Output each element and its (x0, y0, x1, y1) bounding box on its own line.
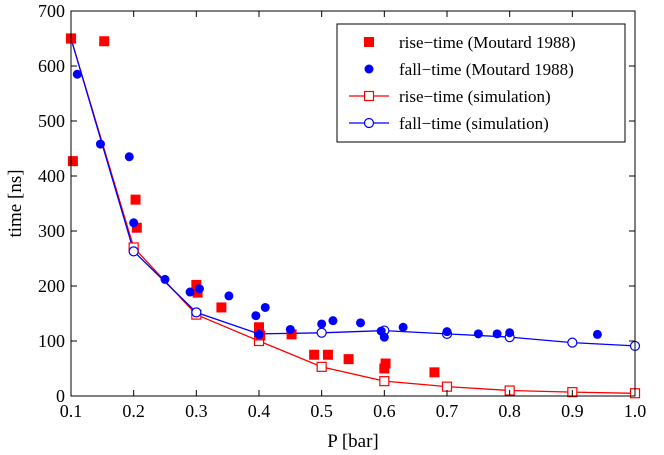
data-point (492, 329, 502, 339)
data-point (380, 358, 391, 369)
data-point (343, 354, 354, 365)
data-point (72, 69, 82, 79)
y-tick-label: 600 (38, 56, 65, 76)
x-tick-label: 0.8 (498, 401, 521, 421)
x-tick-label: 0.1 (60, 401, 83, 421)
data-point (442, 327, 452, 337)
axes: 0.1 0.2 0.3 0.4 0.5 0.6 0.7 0.8 0.9 1.0 0 100 200 300… (38, 1, 646, 421)
x-tick-label: 0.9 (561, 401, 584, 421)
data-point (567, 337, 578, 348)
x-axis-label: P [bar] (327, 431, 379, 452)
data-point (316, 361, 327, 372)
data-point (254, 329, 264, 339)
legend-item: rise−time (simulation) (349, 87, 551, 106)
y-axis-label: time [ns] (5, 169, 26, 237)
x-tick-label: 0.7 (436, 401, 459, 421)
data-point (185, 287, 195, 297)
data-point (286, 329, 297, 340)
data-point (254, 322, 264, 333)
legend: rise−time (Moutard 1988) fall−time (Mouta… (336, 23, 626, 143)
legend-label: rise−time (simulation) (399, 87, 551, 106)
data-point (191, 279, 202, 290)
y-tick-label: 100 (38, 331, 65, 351)
data-point (124, 152, 134, 162)
data-point (285, 324, 295, 334)
data-point (99, 36, 110, 47)
y-tick-label: 700 (38, 1, 65, 21)
y-tick-label: 500 (38, 111, 65, 131)
legend-marker (363, 117, 375, 129)
y-tick-label: 200 (38, 276, 65, 296)
x-tick-label: 1.0 (624, 401, 647, 421)
data-point (379, 332, 389, 342)
data-point (160, 274, 170, 284)
data-point (473, 329, 483, 339)
data-point (95, 139, 105, 149)
plot-frame (70, 10, 636, 397)
data-point (592, 329, 602, 339)
y-tick-label: 0 (56, 386, 65, 406)
data-point (317, 319, 327, 329)
data-point (505, 328, 515, 338)
data-point (128, 246, 139, 257)
legend-label: fall−time (Moutard 1988) (399, 60, 574, 79)
legend-marker (364, 37, 374, 47)
data-point (429, 367, 440, 378)
data-point (131, 222, 142, 233)
data-point (251, 311, 261, 321)
legend-item: fall−time (Moutard 1988) (364, 60, 574, 79)
data-point (356, 318, 366, 328)
data-point (129, 218, 139, 228)
y-tick-label: 300 (38, 221, 65, 241)
data-point (130, 194, 141, 205)
y-tick-label: 400 (38, 166, 65, 186)
legend-marker (364, 64, 374, 74)
legend-box (336, 23, 626, 143)
data-point (67, 156, 78, 167)
legend-item: fall−time (simulation) (349, 114, 549, 133)
x-tick-label: 0.3 (185, 401, 208, 421)
data-point (216, 302, 227, 313)
data-point (309, 349, 320, 360)
legend-marker (363, 90, 375, 102)
legend-label: rise−time (Moutard 1988) (399, 33, 576, 52)
data-point (191, 307, 202, 318)
data-point (379, 376, 390, 387)
data-point (260, 302, 270, 312)
data-point (224, 291, 234, 301)
data-point (441, 381, 453, 392)
data-point (316, 327, 327, 338)
data-point (322, 349, 333, 360)
legend-item: rise−time (Moutard 1988) (364, 33, 576, 52)
data-point (328, 316, 338, 326)
x-tick-label: 0.6 (373, 401, 396, 421)
data-point (194, 284, 204, 294)
x-tick-label: 0.4 (248, 401, 271, 421)
data-point (398, 322, 408, 332)
x-tick-label: 0.5 (310, 401, 333, 421)
legend-label: fall−time (simulation) (399, 114, 549, 133)
x-tick-label: 0.2 (122, 401, 145, 421)
